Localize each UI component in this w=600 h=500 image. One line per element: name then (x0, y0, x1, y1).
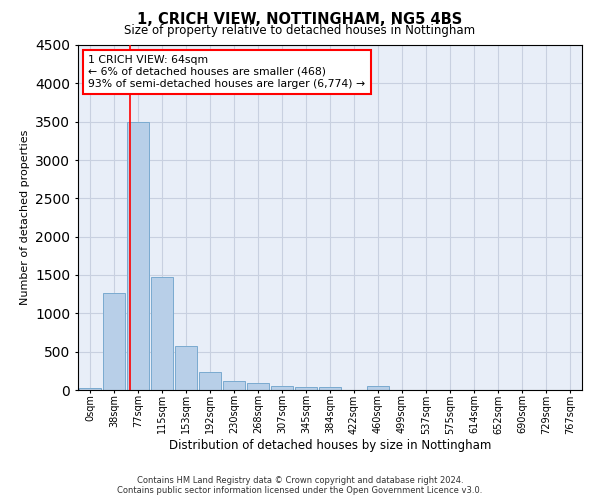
X-axis label: Distribution of detached houses by size in Nottingham: Distribution of detached houses by size … (169, 439, 491, 452)
Bar (223, 381, 245, 390)
Text: Contains HM Land Registry data © Crown copyright and database right 2024.
Contai: Contains HM Land Registry data © Crown c… (118, 476, 482, 495)
Bar (247, 384, 269, 390)
Text: 1 CRICH VIEW: 64sqm
← 6% of detached houses are smaller (468)
93% of semi-detach: 1 CRICH VIEW: 64sqm ← 6% of detached hou… (88, 56, 365, 88)
Y-axis label: Number of detached properties: Number of detached properties (20, 130, 29, 305)
Bar (319, 388, 341, 390)
Bar (199, 372, 221, 390)
Text: 1, CRICH VIEW, NOTTINGHAM, NG5 4BS: 1, CRICH VIEW, NOTTINGHAM, NG5 4BS (137, 12, 463, 28)
Bar (175, 346, 197, 390)
Bar (79, 388, 101, 390)
Bar (151, 276, 173, 390)
Text: Size of property relative to detached houses in Nottingham: Size of property relative to detached ho… (124, 24, 476, 37)
Bar (295, 387, 317, 390)
Bar (127, 122, 149, 390)
Bar (271, 386, 293, 390)
Bar (103, 292, 125, 390)
Bar (367, 386, 389, 390)
